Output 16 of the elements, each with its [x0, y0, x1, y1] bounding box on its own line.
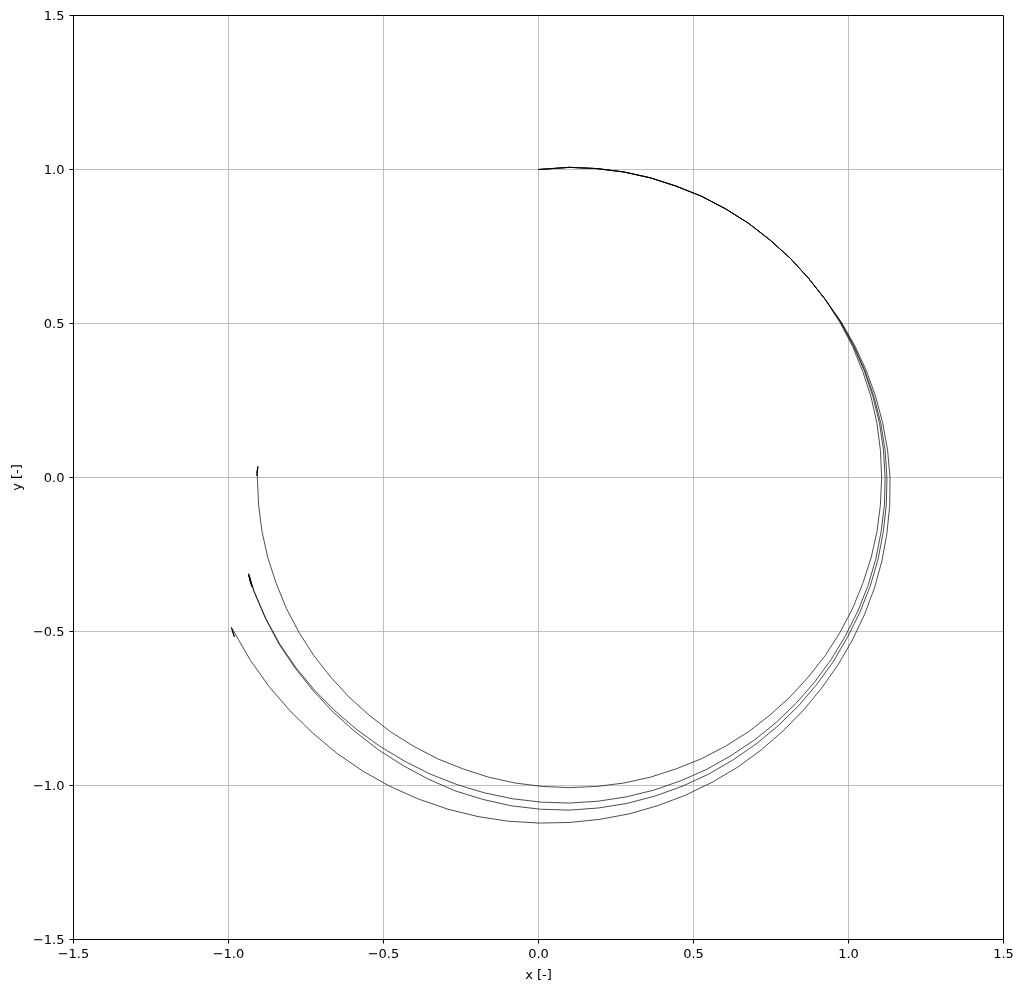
x-tick-label: 0.5	[683, 945, 704, 961]
x-tick-label: −0.5	[367, 945, 400, 961]
y-axis-title: y [-]	[8, 464, 24, 491]
y-tick-label: 0.5	[43, 316, 65, 331]
y-tick-label: 1.0	[43, 162, 65, 177]
y-tick-label: −1.5	[32, 932, 65, 947]
x-axis-title: x [-]	[525, 966, 552, 982]
y-tick-label: 1.5	[43, 8, 65, 23]
y-tick-label: 0.0	[43, 470, 65, 485]
x-tick-label: −1.0	[212, 945, 245, 961]
x-tick-label: 1.0	[838, 945, 859, 961]
x-tick-label: 1.5	[993, 945, 1014, 961]
x-tick-label: 0.0	[528, 945, 549, 961]
x-tick-label: −1.5	[57, 945, 90, 961]
y-tick-label: −0.5	[32, 624, 65, 639]
y-tick-label: −1.0	[32, 778, 65, 793]
